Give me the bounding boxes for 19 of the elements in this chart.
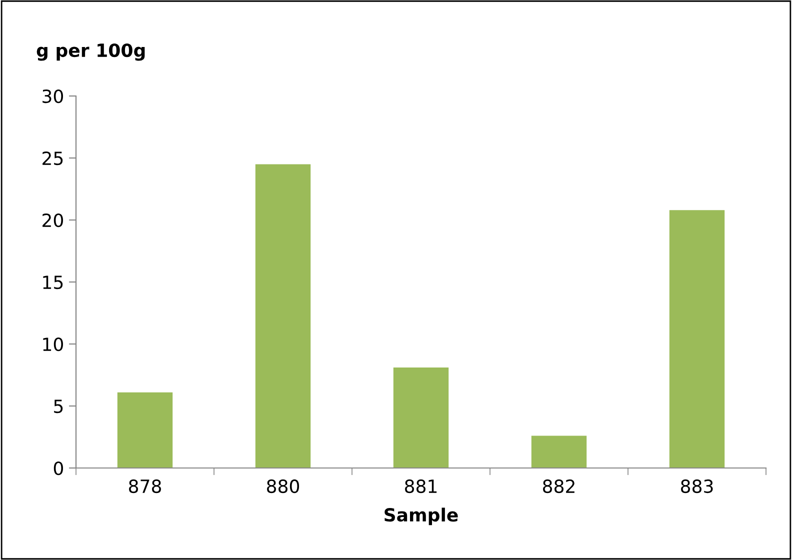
y-tick-label: 15 [43, 276, 63, 290]
x-axis-title: Sample [384, 508, 458, 526]
y-tick-label: 5 [54, 400, 63, 414]
bar [669, 210, 725, 468]
y-tick-label: 10 [43, 337, 63, 352]
x-tick-label: 883 [680, 479, 713, 494]
x-tick-label: 878 [128, 479, 161, 494]
bar [117, 392, 173, 468]
y-tick-label: 20 [42, 213, 63, 228]
bar [393, 368, 449, 468]
x-tick-label: 882 [542, 479, 574, 494]
x-tick-label: 881 [404, 479, 437, 494]
y-tick-label: 0 [54, 461, 63, 476]
bar [255, 164, 311, 468]
y-tick-label: 25 [42, 151, 63, 166]
x-tick-label: 880 [266, 479, 300, 494]
bar [531, 436, 587, 468]
y-tick-label: 30 [42, 89, 63, 104]
y-axis-title: g per 100g [36, 43, 145, 61]
